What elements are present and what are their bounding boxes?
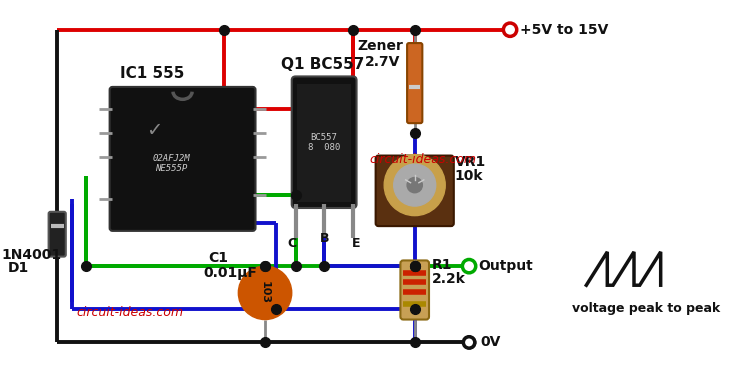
- Text: 02AFJ2M
NE555P: 02AFJ2M NE555P: [152, 154, 190, 173]
- Text: Q1 BC557: Q1 BC557: [282, 57, 364, 72]
- Text: B: B: [320, 232, 329, 245]
- Text: 0.01μF: 0.01μF: [203, 266, 257, 280]
- Text: C1: C1: [208, 251, 228, 266]
- Text: 0V: 0V: [481, 335, 501, 350]
- Text: +5V to 15V: +5V to 15V: [519, 23, 608, 37]
- Circle shape: [463, 260, 476, 273]
- Text: R1: R1: [432, 258, 452, 272]
- Text: ✓: ✓: [146, 121, 162, 140]
- FancyBboxPatch shape: [407, 43, 422, 123]
- Text: circuit-ideas.com: circuit-ideas.com: [370, 153, 477, 166]
- FancyBboxPatch shape: [292, 76, 357, 208]
- Text: circuit-ideas.com: circuit-ideas.com: [76, 306, 183, 319]
- FancyBboxPatch shape: [48, 212, 66, 256]
- Bar: [297, 84, 351, 202]
- Text: 2.7V: 2.7V: [365, 55, 401, 69]
- FancyBboxPatch shape: [110, 87, 256, 231]
- Text: Zener: Zener: [358, 39, 403, 53]
- Text: 2.2k: 2.2k: [432, 272, 466, 286]
- Text: Output: Output: [478, 259, 533, 273]
- FancyBboxPatch shape: [400, 260, 429, 320]
- Circle shape: [463, 337, 475, 348]
- Text: 103: 103: [260, 281, 270, 304]
- Circle shape: [504, 23, 517, 36]
- Text: IC1 555: IC1 555: [120, 66, 185, 81]
- Text: BC557
8  080: BC557 8 080: [308, 132, 340, 152]
- Text: C: C: [287, 237, 297, 250]
- Text: 1N4001: 1N4001: [2, 248, 62, 261]
- FancyBboxPatch shape: [375, 156, 454, 226]
- Circle shape: [238, 266, 292, 320]
- Text: E: E: [352, 237, 361, 250]
- Text: VR1: VR1: [454, 155, 486, 169]
- Text: voltage peak to peak: voltage peak to peak: [572, 302, 720, 315]
- Circle shape: [394, 164, 436, 206]
- Text: 10k: 10k: [454, 170, 484, 183]
- Circle shape: [407, 177, 422, 193]
- Circle shape: [384, 154, 446, 216]
- Text: D1: D1: [7, 261, 29, 275]
